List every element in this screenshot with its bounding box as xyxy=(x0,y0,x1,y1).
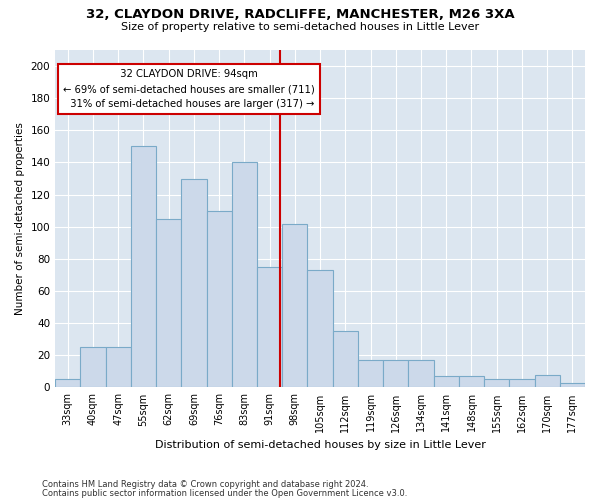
Bar xyxy=(307,270,332,388)
Text: Contains HM Land Registry data © Crown copyright and database right 2024.: Contains HM Land Registry data © Crown c… xyxy=(42,480,368,489)
Bar xyxy=(332,331,358,388)
Bar xyxy=(106,348,131,388)
Bar xyxy=(80,348,106,388)
Bar xyxy=(535,374,560,388)
Bar xyxy=(509,380,535,388)
X-axis label: Distribution of semi-detached houses by size in Little Lever: Distribution of semi-detached houses by … xyxy=(155,440,485,450)
Bar xyxy=(257,267,282,388)
Bar xyxy=(55,380,80,388)
Bar xyxy=(232,162,257,388)
Text: 32, CLAYDON DRIVE, RADCLIFFE, MANCHESTER, M26 3XA: 32, CLAYDON DRIVE, RADCLIFFE, MANCHESTER… xyxy=(86,8,514,20)
Bar xyxy=(206,210,232,388)
Text: 32 CLAYDON DRIVE: 94sqm  
← 69% of semi-detached houses are smaller (711)
  31% : 32 CLAYDON DRIVE: 94sqm ← 69% of semi-de… xyxy=(63,70,315,109)
Bar xyxy=(358,360,383,388)
Bar xyxy=(459,376,484,388)
Bar xyxy=(434,376,459,388)
Y-axis label: Number of semi-detached properties: Number of semi-detached properties xyxy=(15,122,25,315)
Bar xyxy=(131,146,156,388)
Text: Size of property relative to semi-detached houses in Little Lever: Size of property relative to semi-detach… xyxy=(121,22,479,32)
Text: Contains public sector information licensed under the Open Government Licence v3: Contains public sector information licen… xyxy=(42,488,407,498)
Bar xyxy=(409,360,434,388)
Bar xyxy=(181,178,206,388)
Bar xyxy=(484,380,509,388)
Bar xyxy=(383,360,409,388)
Bar xyxy=(156,218,181,388)
Bar xyxy=(282,224,307,388)
Bar xyxy=(560,382,585,388)
